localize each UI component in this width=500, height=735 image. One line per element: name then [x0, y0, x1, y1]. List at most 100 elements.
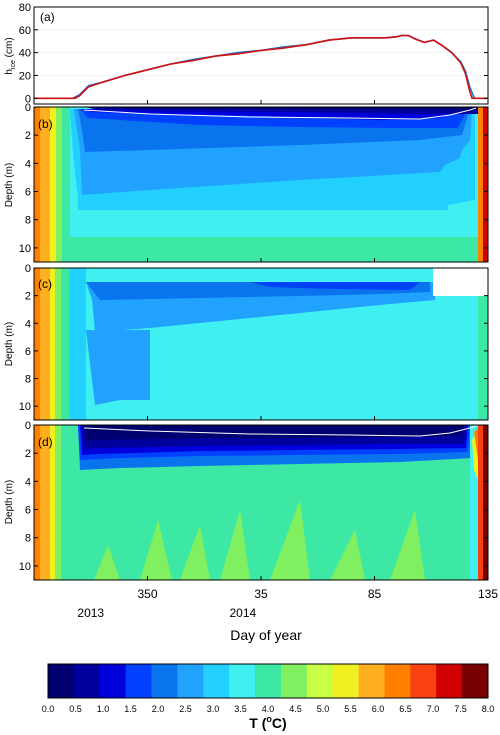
x-axis-label: Day of year — [230, 627, 302, 643]
y-tick-label: 0 — [25, 93, 31, 105]
y-tick-label: 60 — [19, 25, 31, 37]
panel-d-y-ticks: 0 2 4 6 8 10 — [19, 420, 488, 573]
d-warm-edge-1 — [34, 425, 40, 580]
c-warm-edge-6 — [69, 268, 86, 420]
d-right-edge-2 — [483, 425, 488, 580]
panel-c: 0 2 4 6 8 10 (c) Depth (m) — [4, 263, 489, 421]
depth-tick-label: 2 — [25, 291, 31, 303]
panel-c-label: (c) — [38, 277, 52, 291]
d-ice-line — [83, 425, 477, 437]
colorbar-swatch — [462, 664, 489, 698]
b-right-edge-1 — [478, 107, 483, 262]
x-tick-label: 350 — [137, 587, 157, 601]
colorbar-swatch — [177, 664, 204, 698]
depth-tick-label: 8 — [25, 374, 31, 386]
depth-tick-label: 6 — [25, 505, 31, 517]
x-tick-label: 85 — [368, 587, 382, 601]
d-right-edge-1 — [478, 425, 483, 580]
depth-tick-label: 0 — [25, 263, 31, 275]
b-ice-line — [83, 107, 477, 120]
b-warm-edge-4 — [56, 107, 62, 262]
b-layer-0p0 — [84, 107, 478, 110]
colorbar-swatch — [255, 664, 282, 698]
panel-a-y-ticks: 0 20 40 60 80 — [19, 2, 488, 105]
year-label: 2013 — [77, 606, 104, 620]
colorbar-swatch — [384, 664, 411, 698]
depth-tick-label: 4 — [25, 158, 31, 170]
colorbar-tick-label: 2.0 — [152, 704, 165, 714]
panel-c-heatmap — [34, 268, 488, 420]
depth-tick-label: 10 — [19, 401, 31, 413]
panel-d-label: (d) — [38, 435, 53, 449]
colorbar-swatch — [151, 664, 178, 698]
y-tick-label: 40 — [19, 48, 31, 60]
colorbar-tick-label: 0.5 — [69, 704, 82, 714]
depth-tick-label: 8 — [25, 215, 31, 227]
colorbar-tick-label: 0.0 — [42, 704, 55, 714]
colorbar-tick-label: 7.0 — [427, 704, 440, 714]
c-warm-edge-5 — [61, 268, 69, 420]
depth-tick-label: 2 — [25, 448, 31, 460]
colorbar-tick-label: 5.5 — [344, 704, 357, 714]
c-layer-left-deep — [86, 330, 150, 405]
c-warm-edge-2 — [40, 268, 50, 420]
d-warm-edge-5 — [61, 425, 69, 580]
panel-b-heatmap — [34, 107, 488, 262]
depth-tick-label: 4 — [25, 476, 31, 488]
colorbar-tick-label: 3.5 — [234, 704, 247, 714]
colorbar-tick-label: 1.5 — [124, 704, 137, 714]
colorbar-tick-label: 6.5 — [399, 704, 412, 714]
panel-d-ylabel: Depth (m) — [4, 480, 15, 524]
colorbar-swatch — [73, 664, 101, 698]
colorbar-tick-label: 3.0 — [207, 704, 220, 714]
y-tick-label: 20 — [19, 70, 31, 82]
panel-c-y-ticks: 0 2 4 6 8 10 — [19, 263, 488, 413]
colorbar-swatch — [48, 664, 75, 698]
panel-b-y-ticks: 0 2 4 6 8 10 — [19, 102, 488, 255]
colorbar-swatch — [306, 664, 334, 698]
depth-tick-label: 2 — [25, 130, 31, 142]
panel-a-series — [34, 34, 488, 100]
panel-a-ylabel: hice (cm) — [4, 37, 17, 74]
colorbar-tick-label: 4.0 — [262, 704, 275, 714]
colorbar-tick-label: 6.0 — [372, 704, 385, 714]
panel-b-ylabel: Depth (m) — [4, 163, 15, 207]
b-warm-edge-2 — [40, 107, 50, 262]
x-tick-label: 35 — [254, 587, 268, 601]
b-warm-edge-1 — [34, 107, 40, 262]
depth-tick-label: 10 — [19, 243, 31, 255]
colorbar-tick-label: 2.5 — [179, 704, 192, 714]
ice-thickness-series — [34, 34, 488, 100]
colorbar-swatch — [436, 664, 463, 698]
colorbar-swatch — [332, 664, 360, 698]
b-right-edge-2 — [483, 107, 488, 262]
depth-tick-label: 0 — [25, 102, 31, 114]
panel-a-background — [34, 7, 488, 104]
d-warm-edge-2 — [40, 425, 50, 580]
depth-tick-label: 10 — [19, 561, 31, 573]
c-layer-1p5 — [250, 282, 420, 290]
colorbar-swatch — [203, 664, 230, 698]
colorbar-tick-label: 4.5 — [289, 704, 302, 714]
d-warm-edge-4 — [55, 425, 61, 580]
depth-tick-label: 4 — [25, 318, 31, 330]
colorbar-title: T (oC) — [249, 714, 286, 731]
colorbar-swatch — [280, 664, 308, 698]
colorbar-swatch — [99, 664, 127, 698]
panel-b-label: (b) — [38, 117, 53, 131]
colorbar-swatch — [358, 664, 385, 698]
panel-a: 0 20 40 60 80 (a) hice (cm) — [4, 2, 489, 105]
colorbar-swatch — [125, 664, 153, 698]
colorbar-swatch — [229, 664, 256, 698]
x-tick-label: 135 — [478, 587, 498, 601]
c-no-data-region — [433, 268, 488, 296]
d-layer-0p0 — [84, 425, 464, 441]
colorbar-tick-label: 7.5 — [454, 704, 467, 714]
colorbar-tick-label: 1.0 — [97, 704, 110, 714]
d-warm-edge-3 — [50, 425, 55, 580]
panel-a-label: (a) — [40, 10, 55, 24]
depth-tick-label: 8 — [25, 533, 31, 545]
panel-d: 0 2 4 6 8 10 (d) Depth (m) — [4, 420, 489, 581]
depth-tick-label: 0 — [25, 420, 31, 432]
